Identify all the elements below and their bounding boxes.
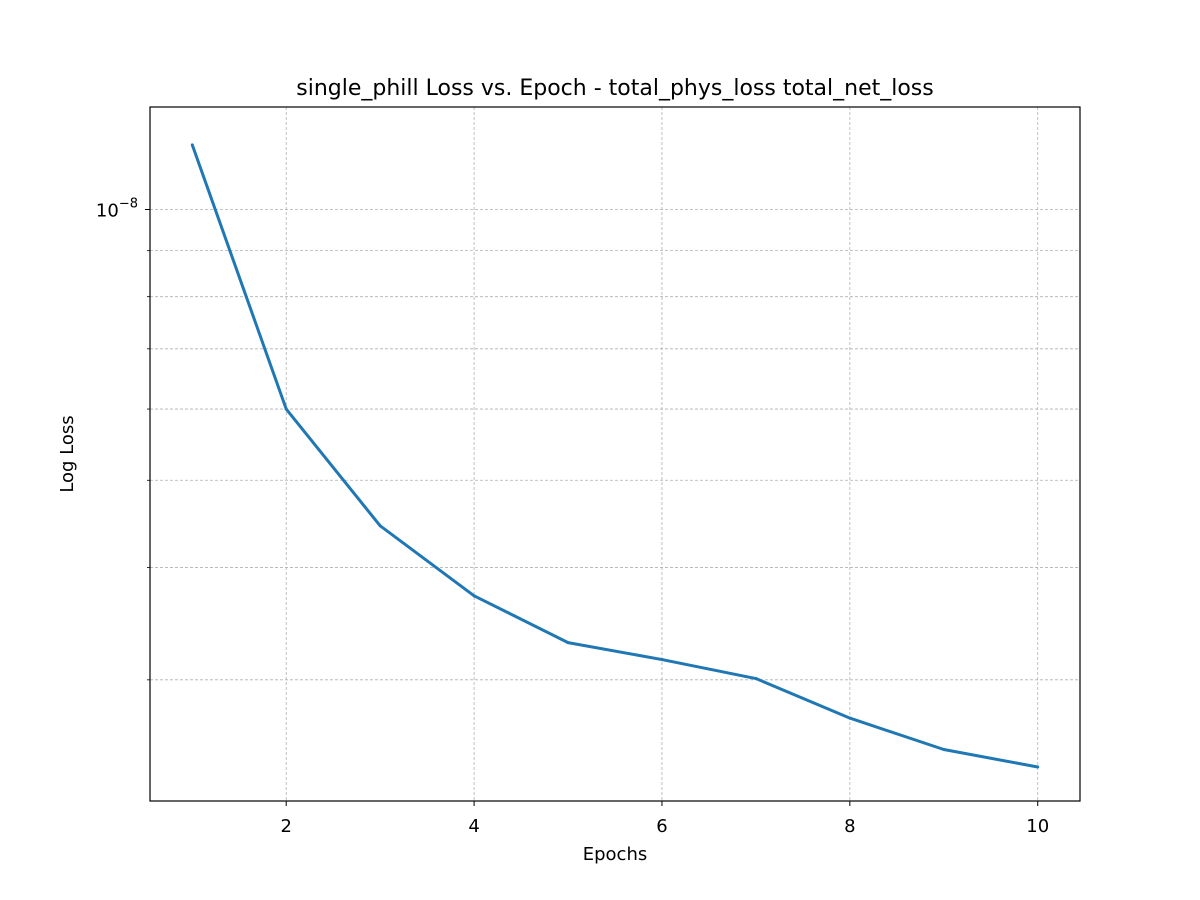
x-tick-label: 4 (468, 816, 479, 837)
series-layer (190, 143, 1040, 769)
data-point (754, 677, 758, 681)
data-point (660, 658, 664, 662)
data-point (942, 748, 946, 752)
x-tick-label: 10 (1026, 816, 1049, 837)
data-point (378, 524, 382, 528)
data-point (284, 407, 288, 411)
data-point (566, 641, 570, 645)
y-axis-label: Log Loss (57, 415, 78, 492)
grid-lines (150, 107, 1080, 801)
x-tick-label: 8 (844, 816, 855, 837)
y-tick-label: 10−8 (96, 196, 138, 221)
plot-frame (149, 106, 1081, 802)
data-point (848, 716, 852, 720)
x-axis-label: Epochs (583, 844, 648, 865)
data-point (190, 143, 194, 147)
chart-title: single_phill Loss vs. Epoch - total_phys… (296, 76, 933, 101)
data-point (472, 594, 476, 598)
series-line (190, 144, 1039, 769)
x-tick-label: 2 (280, 816, 291, 837)
x-tick-label: 6 (656, 816, 667, 837)
y-tick-label-base: 10 (96, 200, 119, 221)
y-tick-label-exponent: −8 (119, 196, 138, 211)
data-point (1036, 765, 1040, 769)
